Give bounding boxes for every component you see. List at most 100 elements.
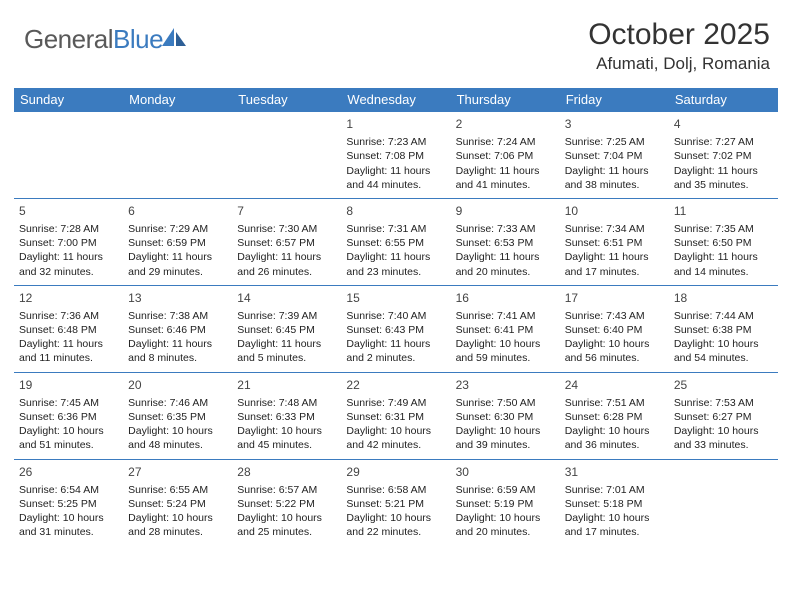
daylight-text: Daylight: 10 hours and 54 minutes. xyxy=(674,337,773,365)
day-number: 2 xyxy=(456,116,555,132)
sunrise-text: Sunrise: 6:54 AM xyxy=(19,483,118,497)
day-number: 18 xyxy=(674,290,773,306)
sunset-text: Sunset: 6:35 PM xyxy=(128,410,227,424)
sunset-text: Sunset: 5:22 PM xyxy=(237,497,336,511)
daylight-text: Daylight: 11 hours and 14 minutes. xyxy=(674,250,773,278)
day-number: 13 xyxy=(128,290,227,306)
day-cell: 29Sunrise: 6:58 AMSunset: 5:21 PMDayligh… xyxy=(341,460,450,546)
day-cell: 15Sunrise: 7:40 AMSunset: 6:43 PMDayligh… xyxy=(341,286,450,372)
day-number: 28 xyxy=(237,464,336,480)
day-cell: 6Sunrise: 7:29 AMSunset: 6:59 PMDaylight… xyxy=(123,199,232,285)
sunset-text: Sunset: 6:50 PM xyxy=(674,236,773,250)
day-number: 19 xyxy=(19,377,118,393)
day-number: 20 xyxy=(128,377,227,393)
day-cell: 26 Sunrise: 6:54 AMSunset: 5:25 PMDayligh… xyxy=(14,460,123,546)
day-cell: 27Sunrise: 6:55 AMSunset: 5:24 PMDayligh… xyxy=(123,460,232,546)
daylight-text: Daylight: 11 hours and 26 minutes. xyxy=(237,250,336,278)
sunset-text: Sunset: 6:43 PM xyxy=(346,323,445,337)
daylight-text: Daylight: 11 hours and 41 minutes. xyxy=(456,164,555,192)
day-cell: 24Sunrise: 7:51 AMSunset: 6:28 PMDayligh… xyxy=(560,373,669,459)
sunrise-text: Sunrise: 7:23 AM xyxy=(346,135,445,149)
day-cell: 14Sunrise: 7:39 AMSunset: 6:45 PMDayligh… xyxy=(232,286,341,372)
sunrise-text: Sunrise: 7:46 AM xyxy=(128,396,227,410)
sunrise-text: Sunrise: 7:40 AM xyxy=(346,309,445,323)
week-row: 12Sunrise: 7:36 AMSunset: 6:48 PMDayligh… xyxy=(14,286,778,373)
sunrise-text: Sunrise: 7:25 AM xyxy=(565,135,664,149)
daylight-text: Daylight: 10 hours and 17 minutes. xyxy=(565,511,664,539)
day-header-wednesday: Wednesday xyxy=(341,88,450,112)
week-row: 1Sunrise: 7:23 AMSunset: 7:08 PMDaylight… xyxy=(14,112,778,199)
sunrise-text: Sunrise: 7:30 AM xyxy=(237,222,336,236)
day-cell: 30Sunrise: 6:59 AMSunset: 5:19 PMDayligh… xyxy=(451,460,560,546)
day-cell: 16Sunrise: 7:41 AMSunset: 6:41 PMDayligh… xyxy=(451,286,560,372)
sunrise-text: Sunrise: 7:33 AM xyxy=(456,222,555,236)
day-number: 31 xyxy=(565,464,664,480)
sunset-text: Sunset: 7:06 PM xyxy=(456,149,555,163)
daylight-text: Daylight: 11 hours and 35 minutes. xyxy=(674,164,773,192)
sunset-text: Sunset: 7:08 PM xyxy=(346,149,445,163)
sunrise-text: Sunrise: 7:39 AM xyxy=(237,309,336,323)
day-cell xyxy=(14,112,123,198)
daylight-text: Daylight: 11 hours and 5 minutes. xyxy=(237,337,336,365)
daylight-text: Daylight: 10 hours and 48 minutes. xyxy=(128,424,227,452)
day-number: 16 xyxy=(456,290,555,306)
daylight-text: Daylight: 10 hours and 28 minutes. xyxy=(128,511,227,539)
daylight-text: Daylight: 10 hours and 42 minutes. xyxy=(346,424,445,452)
daylight-text: Daylight: 10 hours and 36 minutes. xyxy=(565,424,664,452)
day-number: 24 xyxy=(565,377,664,393)
sunset-text: Sunset: 5:25 PM xyxy=(19,497,118,511)
day-number: 22 xyxy=(346,377,445,393)
sunset-text: Sunset: 7:02 PM xyxy=(674,149,773,163)
day-header-tuesday: Tuesday xyxy=(232,88,341,112)
day-number: 10 xyxy=(565,203,664,219)
sunrise-text: Sunrise: 7:34 AM xyxy=(565,222,664,236)
sunrise-text: Sunrise: 7:35 AM xyxy=(674,222,773,236)
day-number: 26 xyxy=(19,464,118,480)
daylight-text: Daylight: 10 hours and 51 minutes. xyxy=(19,424,118,452)
day-number: 1 xyxy=(346,116,445,132)
brand-word2: Blue xyxy=(113,24,163,54)
brand-sail-icon xyxy=(162,26,188,48)
day-cell: 25Sunrise: 7:53 AMSunset: 6:27 PMDayligh… xyxy=(669,373,778,459)
daylight-text: Daylight: 11 hours and 17 minutes. xyxy=(565,250,664,278)
sunrise-text: Sunrise: 7:48 AM xyxy=(237,396,336,410)
day-number: 4 xyxy=(674,116,773,132)
day-header-saturday: Saturday xyxy=(669,88,778,112)
sunset-text: Sunset: 6:51 PM xyxy=(565,236,664,250)
sunrise-text: Sunrise: 7:49 AM xyxy=(346,396,445,410)
day-cell: 1 Sunrise: 7:23 AMSunset: 7:08 PMDaylight… xyxy=(341,112,450,198)
day-number: 30 xyxy=(456,464,555,480)
day-number: 6 xyxy=(128,203,227,219)
sunset-text: Sunset: 6:55 PM xyxy=(346,236,445,250)
daylight-text: Daylight: 11 hours and 2 minutes. xyxy=(346,337,445,365)
sunset-text: Sunset: 6:48 PM xyxy=(19,323,118,337)
daylight-text: Daylight: 11 hours and 32 minutes. xyxy=(19,250,118,278)
daylight-text: Daylight: 11 hours and 44 minutes. xyxy=(346,164,445,192)
sunrise-text: Sunrise: 7:38 AM xyxy=(128,309,227,323)
daylight-text: Daylight: 10 hours and 59 minutes. xyxy=(456,337,555,365)
sunrise-text: Sunrise: 7:29 AM xyxy=(128,222,227,236)
sunset-text: Sunset: 6:36 PM xyxy=(19,410,118,424)
day-cell: 20 Sunrise: 7:46 AMSunset: 6:35 PMDayligh… xyxy=(123,373,232,459)
daylight-text: Daylight: 11 hours and 29 minutes. xyxy=(128,250,227,278)
daylight-text: Daylight: 10 hours and 22 minutes. xyxy=(346,511,445,539)
daylight-text: Daylight: 11 hours and 23 minutes. xyxy=(346,250,445,278)
daylight-text: Daylight: 10 hours and 33 minutes. xyxy=(674,424,773,452)
day-number: 11 xyxy=(674,203,773,219)
sunrise-text: Sunrise: 7:41 AM xyxy=(456,309,555,323)
day-number: 5 xyxy=(19,203,118,219)
sunrise-text: Sunrise: 6:55 AM xyxy=(128,483,227,497)
daylight-text: Daylight: 10 hours and 31 minutes. xyxy=(19,511,118,539)
daylight-text: Daylight: 11 hours and 20 minutes. xyxy=(456,250,555,278)
daylight-text: Daylight: 10 hours and 25 minutes. xyxy=(237,511,336,539)
sunset-text: Sunset: 6:30 PM xyxy=(456,410,555,424)
sunrise-text: Sunrise: 6:59 AM xyxy=(456,483,555,497)
day-cell xyxy=(232,112,341,198)
day-number: 21 xyxy=(237,377,336,393)
day-cell: 2Sunrise: 7:24 AMSunset: 7:06 PMDaylight… xyxy=(451,112,560,198)
sunset-text: Sunset: 6:57 PM xyxy=(237,236,336,250)
day-cell: 13Sunrise: 7:38 AMSunset: 6:46 PMDayligh… xyxy=(123,286,232,372)
sunset-text: Sunset: 6:46 PM xyxy=(128,323,227,337)
location-text: Afumati, Dolj, Romania xyxy=(588,54,770,74)
day-cell: 11 Sunrise: 7:35 AMSunset: 6:50 PMDayligh… xyxy=(669,199,778,285)
